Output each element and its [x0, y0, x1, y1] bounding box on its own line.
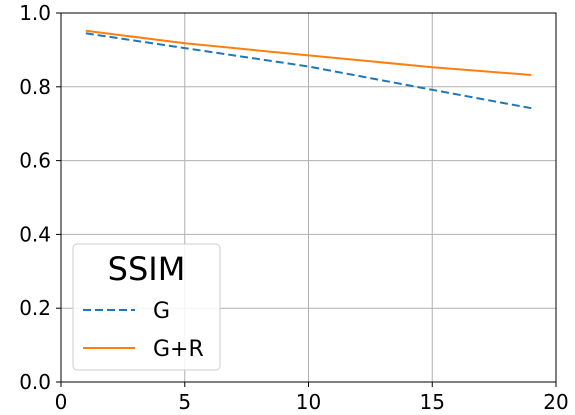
x-tick-label: 20 — [543, 390, 568, 414]
x-tick-label: 0 — [55, 390, 68, 414]
y-tick-label: 0.6 — [19, 149, 51, 173]
legend-box — [72, 243, 221, 371]
series-lines — [85, 29, 532, 110]
axis-ticks: 0 5 10 15 20 0.0 0.2 0.4 0.6 0.8 1.0 — [19, 1, 569, 414]
x-tick-label: 5 — [178, 390, 191, 414]
y-tick-label: 0.2 — [19, 296, 51, 320]
y-tick-label: 0.0 — [19, 370, 51, 394]
legend-label: G — [153, 299, 170, 324]
legend-label: G+R — [153, 337, 204, 362]
y-tick-label: 0.4 — [19, 222, 51, 246]
legend: SSIM G G+R — [72, 243, 221, 371]
legend-title: SSIM — [108, 250, 186, 288]
series-line-g — [85, 32, 532, 110]
y-tick-label: 0.8 — [19, 75, 51, 99]
y-tick-label: 1.0 — [19, 1, 51, 25]
x-tick-label: 10 — [296, 390, 321, 414]
series-line-g-r — [85, 29, 532, 76]
x-tick-label: 15 — [420, 390, 445, 414]
